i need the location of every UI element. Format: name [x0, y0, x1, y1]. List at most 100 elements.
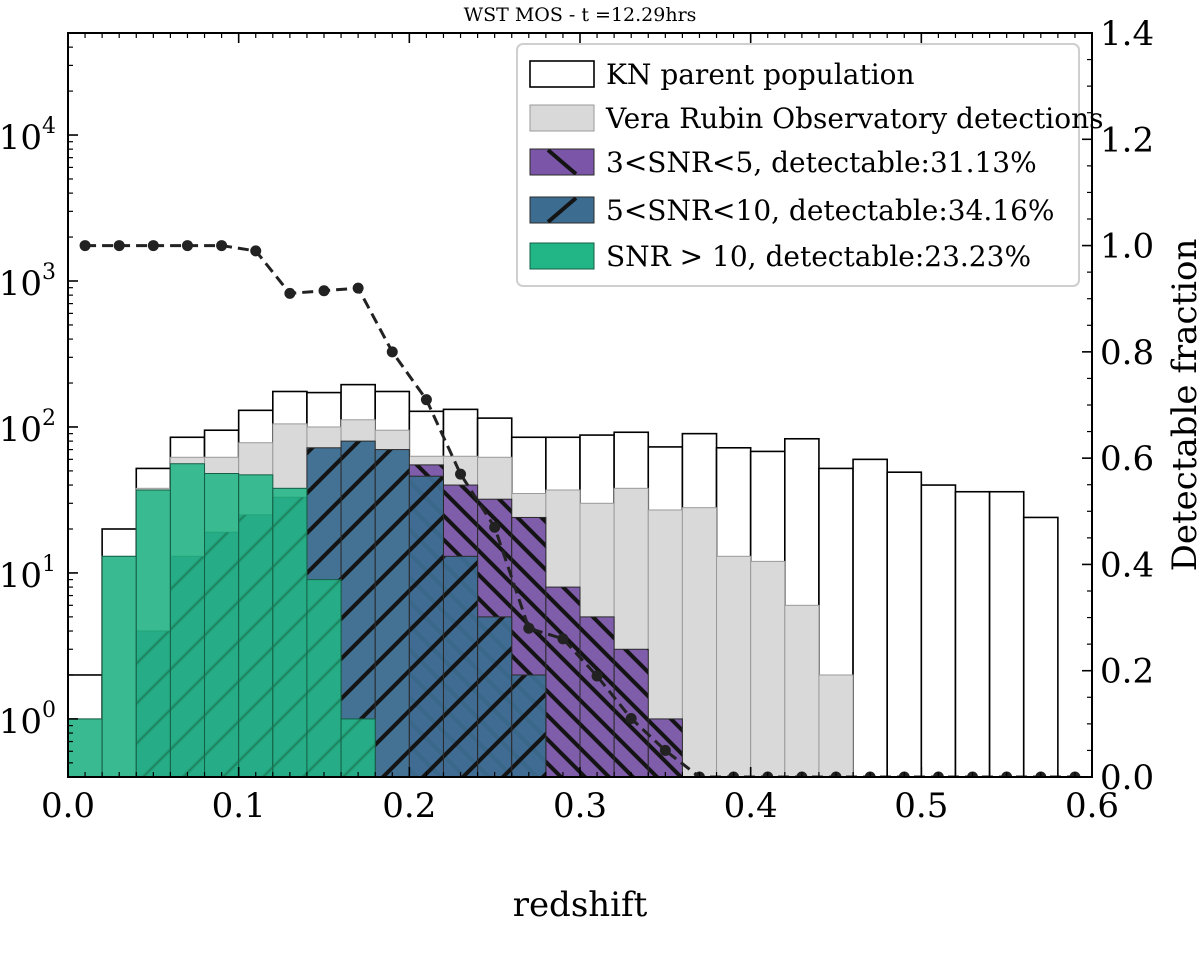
- legend-swatch-border-2: [529, 148, 595, 176]
- bar-snr510-9-hatch: [374, 449, 410, 777]
- x-axis-label: redshift: [513, 885, 648, 925]
- fraction-point-5: [250, 245, 262, 257]
- bar-parent-26: [954, 490, 991, 777]
- legend-entry-3: 5<SNR<10, detectable:34.16%: [529, 194, 1055, 227]
- bar-snr510-10: [408, 475, 444, 777]
- x-tick-label-0: 0.0: [41, 786, 95, 826]
- y-tick-label-4: 104: [0, 114, 56, 158]
- x-tick-label-6: 0.6: [1065, 786, 1119, 826]
- x-tick-label-4: 0.4: [724, 786, 778, 826]
- legend-label-4: SNR > 10, detectable:23.23%: [606, 240, 1031, 273]
- fraction-point-16: [625, 713, 637, 725]
- y2-axis-label: Detectable fraction: [1165, 239, 1200, 572]
- bar-snr510-12: [477, 616, 513, 777]
- bar-snr10-overlay-6: [272, 497, 307, 777]
- bar-snr510-12-hatch: [477, 616, 513, 777]
- bar-rubin-22: [818, 674, 854, 777]
- bar-rubin-19: [716, 555, 752, 777]
- fraction-point-6: [284, 287, 296, 299]
- y-tick-label-2: 102: [0, 406, 56, 450]
- legend-frame: [516, 43, 1080, 287]
- fraction-point-7: [318, 285, 330, 297]
- fraction-point-12: [489, 521, 501, 533]
- bar-snr10-overlay-7: [306, 579, 342, 777]
- fraction-point-11: [455, 468, 467, 480]
- fraction-point-0: [79, 240, 91, 252]
- fraction-point-2: [147, 240, 159, 252]
- x-tick-label-5: 0.5: [894, 786, 948, 826]
- bar-snr10-overlay-5: [238, 514, 273, 777]
- bar-snr10-1: [101, 555, 137, 777]
- legend: KN parent population Vera Rubin Observato…: [516, 43, 1104, 287]
- bar-snr10-overlay-8: [341, 718, 376, 777]
- plot-area: [68, 240, 1081, 777]
- x-tick-label-3: 0.3: [553, 786, 607, 826]
- fraction-point-1: [113, 240, 125, 252]
- chart-title: WST MOS - t =12.29hrs: [464, 4, 697, 26]
- detectable-fraction-line: [79, 240, 1081, 777]
- fraction-point-8: [352, 282, 364, 294]
- fraction-point-15: [591, 670, 603, 682]
- y-tick-label-0: 100: [0, 698, 56, 742]
- bar-parent-25: [920, 484, 957, 777]
- x-axis: 0.0 0.1 0.2 0.3 0.4 0.5 0.6: [41, 33, 1119, 826]
- legend-label-3: 5<SNR<10, detectable:34.16%: [606, 194, 1055, 227]
- y2-tick-label-3: 0.6: [1100, 439, 1154, 479]
- fraction-line-path: [85, 244, 1075, 777]
- bar-rubin-20: [750, 560, 786, 777]
- legend-swatch-1: [529, 104, 595, 132]
- legend-label-0: KN parent population: [606, 58, 915, 91]
- fraction-point-9: [386, 346, 398, 358]
- bar-parent-27: [988, 490, 1025, 777]
- bar-snr35-15-hatch: [579, 616, 615, 777]
- legend-entry-0: KN parent population: [529, 58, 915, 91]
- bar-snr35-15: [579, 616, 615, 777]
- bar-snr10-0: [68, 718, 103, 777]
- bar-snr510-11-hatch: [442, 555, 479, 777]
- legend-swatch-border-3: [529, 196, 595, 224]
- legend-label-2: 3<SNR<5, detectable:31.13%: [606, 146, 1037, 179]
- bar-snr510-10-hatch: [408, 475, 444, 777]
- y-axis-right: 0.0 0.2 0.4 0.6 0.8 1.0 1.2 1.4: [1082, 14, 1154, 798]
- bars-snr-over-10: [68, 463, 376, 777]
- bar-parent-28: [1022, 516, 1059, 777]
- bar-parent-24: [886, 471, 923, 777]
- legend-swatch-hatch-2: [546, 148, 578, 176]
- y2-tick-label-2: 0.4: [1100, 545, 1154, 585]
- fraction-point-14: [557, 633, 569, 645]
- legend-swatch-4: [529, 242, 595, 270]
- bar-rubin-21: [784, 604, 820, 777]
- legend-swatch-hatch-3: [546, 196, 578, 224]
- bar-rubin-18: [681, 507, 718, 777]
- legend-label-1: Vera Rubin Observatory detections: [605, 102, 1104, 135]
- legend-entry-1: Vera Rubin Observatory detections: [529, 102, 1104, 135]
- bar-snr35-14-hatch: [545, 586, 581, 777]
- bar-snr510-13-hatch: [511, 674, 547, 777]
- bar-snr510-13: [511, 674, 547, 777]
- y2-tick-label-6: 1.2: [1100, 120, 1154, 160]
- bar-snr10-overlay-3: [170, 556, 205, 777]
- fraction-point-13: [523, 622, 535, 634]
- x-tick-label-1: 0.1: [212, 786, 266, 826]
- y2-tick-label-5: 1.0: [1100, 227, 1154, 267]
- fraction-point-10: [420, 394, 432, 406]
- y-axis-left: 100 101 102 103 104: [0, 32, 78, 778]
- x-tick-label-2: 0.2: [382, 786, 436, 826]
- fraction-point-4: [216, 240, 228, 252]
- y2-tick-label-1: 0.2: [1100, 652, 1154, 692]
- bar-snr10-overlay-4: [204, 532, 239, 777]
- bar-snr510-9: [374, 449, 410, 777]
- fraction-point-3: [181, 240, 193, 252]
- bar-parent-23: [852, 458, 888, 777]
- bar-snr35-14: [545, 586, 581, 777]
- bar-snr10-overlay-2: [136, 631, 171, 777]
- y-tick-label-3: 103: [0, 260, 56, 304]
- legend-entry-4: SNR > 10, detectable:23.23%: [529, 240, 1031, 273]
- y2-tick-label-7: 1.4: [1100, 14, 1154, 54]
- y2-tick-label-0: 0.0: [1100, 758, 1154, 798]
- y-tick-label-1: 101: [0, 552, 56, 596]
- bar-snr510-11: [442, 555, 479, 777]
- legend-swatch-0: [529, 60, 595, 88]
- y2-tick-label-4: 0.8: [1100, 333, 1154, 373]
